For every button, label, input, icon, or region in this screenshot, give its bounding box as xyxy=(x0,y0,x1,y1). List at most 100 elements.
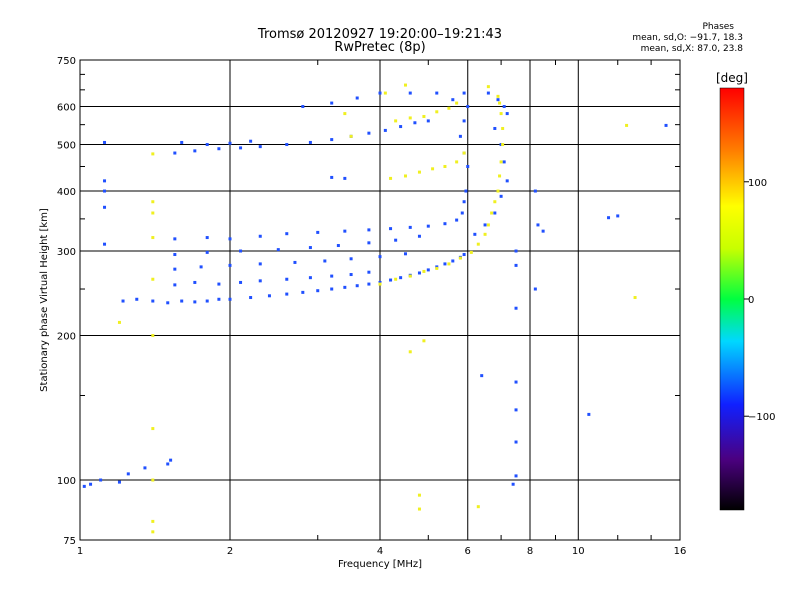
data-point xyxy=(417,493,421,497)
data-point xyxy=(502,105,506,109)
data-point xyxy=(511,482,515,486)
stats-x-mode: mean, sd,X: 87.0, 23.8 xyxy=(640,44,743,54)
data-point xyxy=(330,287,334,291)
data-point xyxy=(426,119,430,123)
colorbar-gradient xyxy=(720,88,744,510)
data-point xyxy=(103,242,107,246)
data-point xyxy=(466,164,470,168)
x-axis-label: Frequency [MHz] xyxy=(338,559,422,570)
data-point xyxy=(249,296,253,300)
data-point xyxy=(258,145,262,149)
data-point xyxy=(217,147,221,151)
data-point xyxy=(173,237,177,241)
data-point xyxy=(336,244,340,248)
series-o-mode xyxy=(82,91,668,488)
data-point xyxy=(496,98,500,102)
data-point xyxy=(367,282,371,286)
data-point xyxy=(239,146,243,150)
data-point xyxy=(173,267,177,271)
data-point xyxy=(455,160,459,164)
data-point xyxy=(422,269,426,273)
data-point xyxy=(103,189,107,193)
x-tick-label: 4 xyxy=(377,546,383,557)
data-point xyxy=(82,484,86,488)
colorbar-label: [deg] xyxy=(716,71,748,85)
data-point xyxy=(389,176,393,180)
y-tick-label: 750 xyxy=(57,56,76,67)
data-point xyxy=(502,160,506,164)
data-point xyxy=(493,211,497,215)
data-point xyxy=(151,519,155,523)
data-point xyxy=(330,138,334,142)
data-point xyxy=(151,236,155,240)
y-tick-label: 300 xyxy=(57,247,76,258)
data-point xyxy=(199,265,203,269)
data-point xyxy=(514,306,518,310)
chart-title-line2: RwPretec (8p) xyxy=(334,40,426,55)
data-point xyxy=(151,478,155,482)
data-point xyxy=(505,112,509,116)
data-point xyxy=(343,285,347,289)
data-point xyxy=(151,200,155,204)
data-point xyxy=(121,299,125,303)
data-point xyxy=(417,170,421,174)
data-point xyxy=(462,253,466,257)
x-tick-label: 8 xyxy=(527,546,533,557)
data-point xyxy=(403,252,407,256)
data-point xyxy=(408,350,412,354)
data-point xyxy=(383,128,387,132)
data-point xyxy=(193,300,197,304)
data-point xyxy=(193,280,197,284)
data-point xyxy=(394,277,398,281)
data-point xyxy=(426,268,430,272)
x-tick-label: 1 xyxy=(77,546,83,557)
data-point xyxy=(330,274,334,278)
data-point xyxy=(501,143,505,147)
data-point xyxy=(403,83,407,87)
data-point xyxy=(239,249,243,253)
data-point xyxy=(205,250,209,254)
data-point xyxy=(664,123,668,127)
x-tick-label: 10 xyxy=(572,546,585,557)
y-tick-label: 100 xyxy=(57,476,76,487)
data-point xyxy=(514,408,518,412)
data-point xyxy=(228,297,232,301)
data-point xyxy=(205,299,209,303)
data-point xyxy=(151,152,155,156)
data-point xyxy=(464,189,468,193)
data-point xyxy=(417,271,421,275)
y-tick-label: 200 xyxy=(57,332,76,343)
data-point xyxy=(536,223,540,227)
data-point xyxy=(367,228,371,232)
data-point xyxy=(193,149,197,153)
data-point xyxy=(349,273,353,277)
data-point xyxy=(180,140,184,144)
phase-colorbar: [deg] 100 0 −100 xyxy=(716,71,775,511)
x-tick-label: 2 xyxy=(227,546,233,557)
data-point xyxy=(394,119,398,123)
data-point xyxy=(473,232,477,236)
data-point xyxy=(493,126,497,130)
data-point xyxy=(355,96,359,100)
data-point xyxy=(173,283,177,287)
data-point xyxy=(496,94,500,98)
data-point xyxy=(103,179,107,183)
data-point xyxy=(447,262,451,266)
data-point xyxy=(408,91,412,95)
colorbar-tick-label: 0 xyxy=(748,295,754,306)
data-point xyxy=(490,211,494,215)
data-point xyxy=(455,218,459,222)
data-point xyxy=(533,189,537,193)
data-point xyxy=(443,222,447,226)
axis-ticks: 1 2 4 6 8 10 16 75 100 200 300 400 500 600 750 xyxy=(57,56,686,557)
data-point xyxy=(135,297,139,301)
data-point xyxy=(466,105,470,109)
data-point xyxy=(330,101,334,105)
data-point xyxy=(462,119,466,123)
y-tick-label: 500 xyxy=(57,141,76,152)
data-point xyxy=(151,211,155,215)
data-point xyxy=(443,164,447,168)
data-point xyxy=(394,238,398,242)
data-point xyxy=(205,143,209,147)
stats-o-mode: mean, sd,O: −91.7, 18.3 xyxy=(632,33,743,43)
